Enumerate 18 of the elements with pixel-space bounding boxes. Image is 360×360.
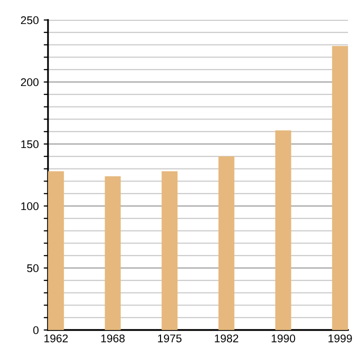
y-tick-label: 150	[21, 140, 39, 148]
x-tick-label: 1968	[101, 334, 125, 342]
x-tick-label: 1982	[214, 334, 238, 342]
y-tick-label: 50	[27, 264, 39, 272]
bar	[104, 176, 121, 330]
y-tick-label: 250	[20, 16, 39, 24]
bar	[162, 171, 178, 330]
x-tick-label: 1990	[272, 334, 296, 342]
bar	[218, 156, 234, 330]
bar	[332, 46, 348, 330]
y-tick-label: 200	[20, 78, 39, 86]
x-tick-label: 1999	[328, 334, 352, 342]
y-tick-label: 0	[33, 326, 39, 334]
x-tick-label: 1975	[158, 334, 182, 342]
bar	[275, 130, 292, 330]
y-tick-label: 100	[21, 202, 39, 210]
bar	[48, 171, 64, 330]
x-tick-label: 1962	[44, 334, 68, 342]
